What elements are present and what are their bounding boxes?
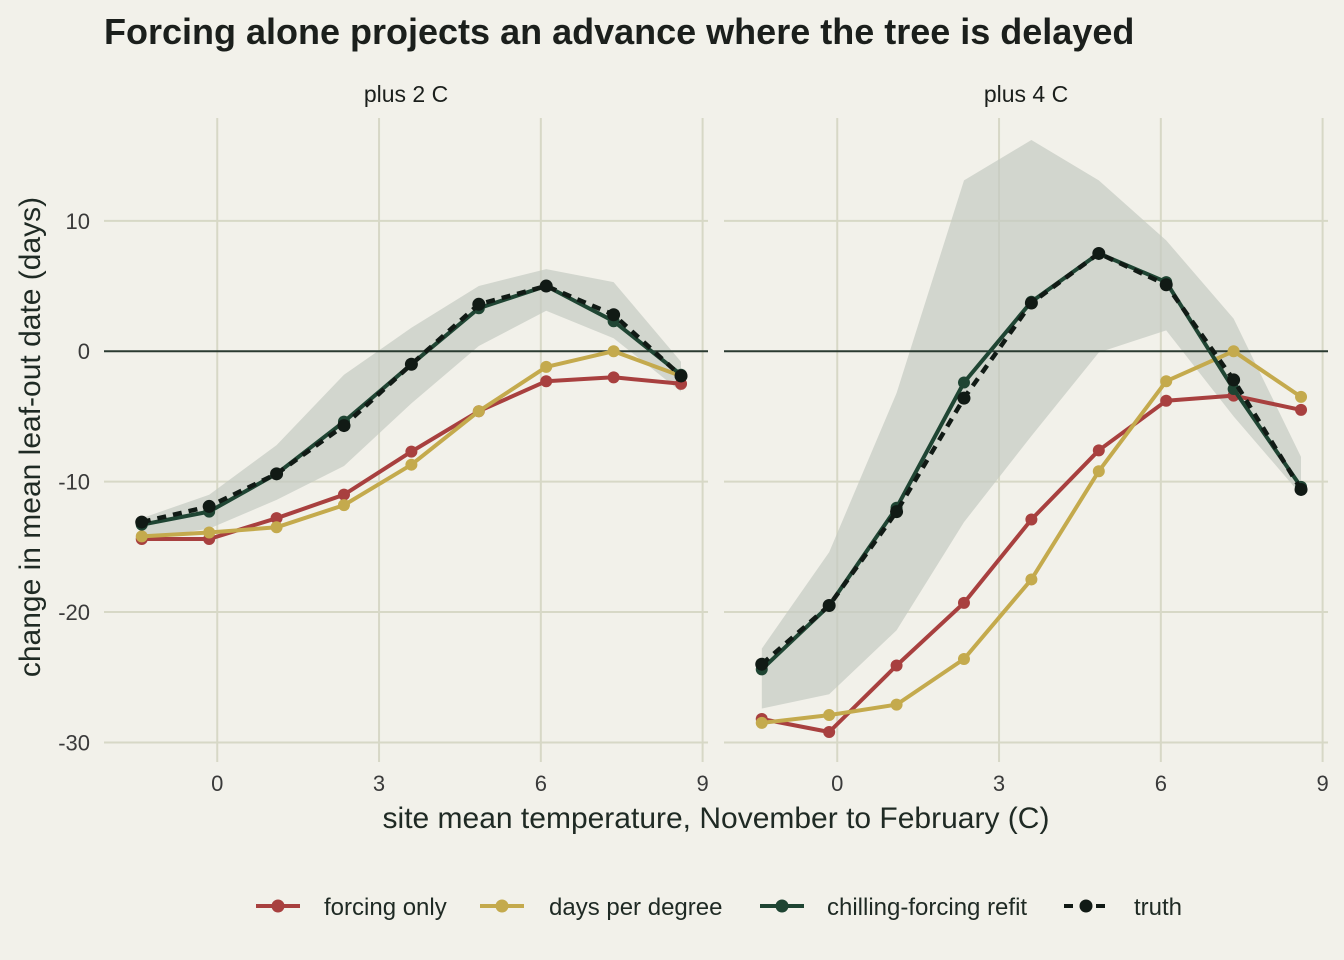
- data-point-forcing-only: [957, 596, 970, 609]
- data-point-forcing-only: [337, 488, 350, 501]
- x-tick-label: 9: [696, 771, 708, 796]
- data-point-truth: [472, 297, 486, 311]
- panel-2: plus 4 C 0 3 6 9: [724, 81, 1329, 796]
- x-tick-label: 0: [831, 771, 843, 796]
- x-tick-label: 3: [373, 771, 385, 796]
- data-point-days-per-degree: [823, 709, 836, 722]
- y-tick-label: -10: [58, 470, 90, 495]
- data-point-truth: [1227, 373, 1241, 387]
- legend-item-forcing-only: forcing only: [256, 894, 447, 921]
- legend-swatch-point: [775, 899, 789, 913]
- series-truth: [755, 246, 1308, 671]
- data-point-forcing-only: [405, 445, 418, 458]
- legend-label: truth: [1134, 894, 1182, 921]
- data-point-truth: [822, 599, 836, 613]
- data-point-forcing-only: [270, 512, 283, 525]
- data-point-forcing-only: [1092, 444, 1105, 457]
- data-point-truth: [1024, 296, 1038, 310]
- data-point-chilling-forcing-refit: [957, 376, 970, 389]
- legend-item-truth: truth: [1064, 894, 1182, 921]
- data-point-forcing-only: [890, 659, 903, 672]
- legend-item-days-per-degree: days per degree: [480, 894, 722, 921]
- data-point-forcing-only: [540, 375, 553, 388]
- data-point-days-per-degree: [135, 530, 148, 543]
- data-point-forcing-only: [1295, 403, 1308, 416]
- legend-swatch-point: [1079, 899, 1093, 913]
- data-point-truth: [957, 391, 971, 405]
- legend-swatch-point: [271, 899, 285, 913]
- data-point-forcing-only: [1025, 513, 1038, 526]
- series-days-per-degree: [755, 345, 1308, 729]
- legend-item-chilling-forcing-refit: chilling-forcing refit: [760, 894, 1027, 921]
- x-tick-label: 9: [1316, 771, 1328, 796]
- chart-title: Forcing alone projects an advance where …: [104, 11, 1134, 52]
- x-tick-label: 3: [993, 771, 1005, 796]
- panels: plus 2 C 0 3 6 9 -30 -20 -10 0 10 plus 4 C 0 3 6 9: [58, 81, 1329, 796]
- data-point-days-per-degree: [1160, 375, 1173, 388]
- x-tick-label: 0: [211, 771, 223, 796]
- panel-1: plus 2 C 0 3 6 9 -30 -20 -10 0 10: [58, 81, 709, 796]
- data-point-truth: [539, 279, 553, 293]
- series-truth: [135, 279, 688, 529]
- data-point-truth: [890, 505, 904, 519]
- x-tick-label: 6: [1155, 771, 1167, 796]
- data-point-forcing-only: [823, 726, 836, 739]
- data-point-truth: [135, 515, 149, 529]
- data-point-days-per-degree: [890, 698, 903, 711]
- data-point-days-per-degree: [203, 526, 216, 539]
- data-point-days-per-degree: [755, 716, 768, 729]
- data-point-days-per-degree: [957, 652, 970, 665]
- data-point-days-per-degree: [337, 499, 350, 512]
- y-axis-title: change in mean leaf-out date (days): [14, 197, 47, 677]
- data-point-days-per-degree: [472, 405, 485, 418]
- panel-strip-label: plus 4 C: [984, 81, 1068, 107]
- data-point-truth: [1092, 246, 1106, 260]
- data-point-truth: [404, 357, 418, 371]
- y-tick-label: 0: [78, 339, 90, 364]
- y-tick-label: 10: [66, 209, 90, 234]
- data-point-forcing-only: [1160, 394, 1173, 407]
- data-point-truth: [607, 308, 621, 322]
- y-tick-label: -30: [58, 730, 90, 755]
- data-point-days-per-degree: [1025, 573, 1038, 586]
- legend-label: days per degree: [549, 894, 722, 921]
- data-point-truth: [337, 419, 351, 433]
- x-axis-title: site mean temperature, November to Febru…: [383, 802, 1050, 835]
- legend-label: chilling-forcing refit: [827, 894, 1027, 921]
- data-point-truth: [755, 657, 769, 671]
- data-point-days-per-degree: [1295, 390, 1308, 403]
- data-point-truth: [1294, 482, 1308, 496]
- data-point-truth: [1159, 278, 1173, 292]
- data-point-truth: [674, 369, 688, 383]
- legend: forcing only days per degree chilling-forc…: [256, 894, 1182, 921]
- y-tick-label: -20: [58, 600, 90, 625]
- legend-label: forcing only: [324, 894, 447, 921]
- data-point-truth: [270, 467, 284, 481]
- data-point-days-per-degree: [405, 458, 418, 471]
- panel-strip-label: plus 2 C: [364, 81, 448, 107]
- legend-swatch-point: [495, 899, 509, 913]
- uncertainty-band: [761, 140, 1301, 709]
- data-point-days-per-degree: [1227, 345, 1240, 358]
- data-point-chilling-forcing-refit: [1227, 383, 1240, 396]
- x-tick-label: 6: [535, 771, 547, 796]
- data-point-days-per-degree: [540, 360, 553, 373]
- data-point-truth: [202, 499, 216, 513]
- data-point-forcing-only: [607, 371, 620, 384]
- data-point-days-per-degree: [270, 521, 283, 534]
- data-point-days-per-degree: [607, 345, 620, 358]
- data-point-days-per-degree: [1092, 465, 1105, 478]
